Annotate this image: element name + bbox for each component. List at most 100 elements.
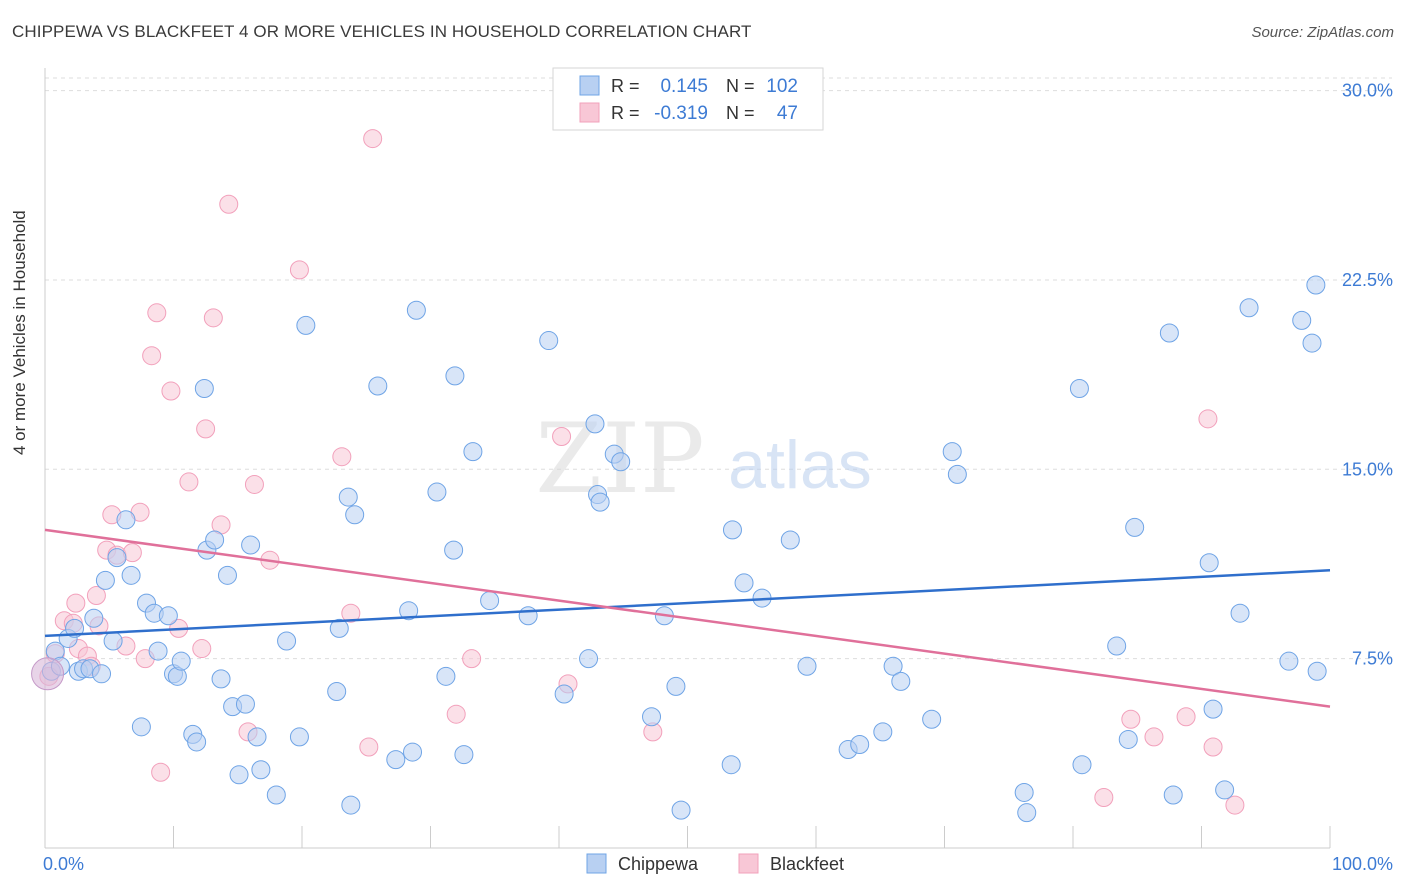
chippewa-point <box>436 666 456 686</box>
chippewa-point <box>797 656 817 676</box>
chippewa-point <box>611 452 631 472</box>
chippewa-point <box>1230 603 1250 623</box>
chippewa-point <box>721 755 741 775</box>
source-label: Source: ZipAtlas.com <box>1251 24 1394 41</box>
x-tick-label-min: 0.0% <box>43 854 84 874</box>
watermark: ZIP atlas <box>535 403 871 515</box>
chippewa-point <box>1306 275 1326 295</box>
chippewa-point <box>247 727 267 747</box>
chippewa-point <box>148 641 168 661</box>
legend-item-chippewa: Chippewa <box>618 854 699 874</box>
blackfeet-point <box>289 260 309 280</box>
chippewa-point <box>942 442 962 462</box>
y-tick-label: 15.0% <box>1342 459 1393 479</box>
chippewa-point <box>1199 553 1219 573</box>
chippewa-point <box>590 492 610 512</box>
chippewa-point <box>539 331 559 351</box>
blackfeet-point <box>1225 795 1245 815</box>
watermark-atlas: atlas <box>728 427 872 503</box>
chippewa-point <box>671 800 691 820</box>
chippewa-point <box>217 565 237 585</box>
chippewa-point <box>187 732 207 752</box>
legend-item-blackfeet: Blackfeet <box>770 854 844 874</box>
chippewa-point <box>666 676 686 696</box>
chippewa-point <box>1072 755 1092 775</box>
chippewa-point <box>1307 661 1327 681</box>
legend-item-chippewa-swatch <box>586 853 607 874</box>
chippewa-point <box>873 722 893 742</box>
legend-n-label-2: N = <box>726 103 755 123</box>
chippewa-point <box>95 570 115 590</box>
chippewa-point <box>327 681 347 701</box>
chippewa-point <box>444 540 464 560</box>
blackfeet-point <box>446 704 466 724</box>
blackfeet-point <box>359 737 379 757</box>
chippewa-point <box>241 535 261 555</box>
blackfeet-point <box>1198 409 1218 429</box>
chippewa-point <box>1279 651 1299 671</box>
chippewa-point <box>947 464 967 484</box>
chippewa-point <box>229 765 249 785</box>
blackfeet-point <box>1121 709 1141 729</box>
chippewa-point <box>780 530 800 550</box>
chippewa-point <box>121 565 141 585</box>
chippewa-point <box>235 694 255 714</box>
chippewa-point <box>368 376 388 396</box>
blackfeet-point <box>147 303 167 323</box>
chippewa-point <box>84 608 104 628</box>
series-legend: Chippewa Blackfeet <box>586 853 844 874</box>
legend-r-label-1: R = <box>611 76 640 96</box>
chippewa-point <box>345 505 365 525</box>
blackfeet-point <box>161 381 181 401</box>
chippewa-point <box>480 591 500 611</box>
chippewa-point <box>103 631 123 651</box>
blackfeet-point <box>462 649 482 669</box>
chippewa-point <box>329 618 349 638</box>
chippewa-point <box>1118 729 1138 749</box>
chippewa-point <box>158 606 178 626</box>
chart-title: CHIPPEWA VS BLACKFEET 4 OR MORE VEHICLES… <box>12 22 752 41</box>
chippewa-point <box>850 734 870 754</box>
legend-item-blackfeet-swatch <box>738 853 759 874</box>
blackfeet-point <box>219 194 239 214</box>
blackfeet-point <box>151 762 171 782</box>
blackfeet-point <box>196 419 216 439</box>
chippewa-point <box>386 750 406 770</box>
chippewa-point <box>1215 780 1235 800</box>
chippewa-point <box>296 315 316 335</box>
blackfeet-point <box>142 346 162 366</box>
chippewa-point <box>131 717 151 737</box>
chippewa-point <box>289 727 309 747</box>
chippewa-point <box>722 520 742 540</box>
chippewa-point <box>445 366 465 386</box>
chippewa-point <box>1014 782 1034 802</box>
chippewa-point <box>642 707 662 727</box>
chippewa-point <box>65 618 85 638</box>
legend-r-label-2: R = <box>611 103 640 123</box>
correlation-legend: R = 0.145 N = 102 R = -0.319 N = 47 <box>552 67 824 131</box>
chippewa-point <box>1107 636 1127 656</box>
legend-r-value-2: -0.319 <box>654 103 708 124</box>
chippewa-point <box>922 709 942 729</box>
chippewa-point <box>1292 310 1312 330</box>
chippewa-point <box>92 664 112 684</box>
blackfeet-point <box>66 593 86 613</box>
blackfeet-point <box>244 474 264 494</box>
y-tick-label: 7.5% <box>1352 649 1393 669</box>
chippewa-point <box>1159 323 1179 343</box>
legend-r-value-1: 0.145 <box>660 76 708 97</box>
chippewa-point <box>406 300 426 320</box>
legend-n-value-1: 102 <box>766 76 798 97</box>
chippewa-point <box>403 742 423 762</box>
chippewa-point <box>107 548 127 568</box>
blackfeet-point <box>86 586 106 606</box>
chippewa-point <box>427 482 447 502</box>
y-tick-label: 22.5% <box>1342 270 1393 290</box>
chippewa-point <box>585 414 605 434</box>
chippewa-point <box>883 656 903 676</box>
blackfeet-point <box>192 639 212 659</box>
blackfeet-point <box>1144 727 1164 747</box>
chippewa-point <box>205 530 225 550</box>
legend-n-label-1: N = <box>726 76 755 96</box>
